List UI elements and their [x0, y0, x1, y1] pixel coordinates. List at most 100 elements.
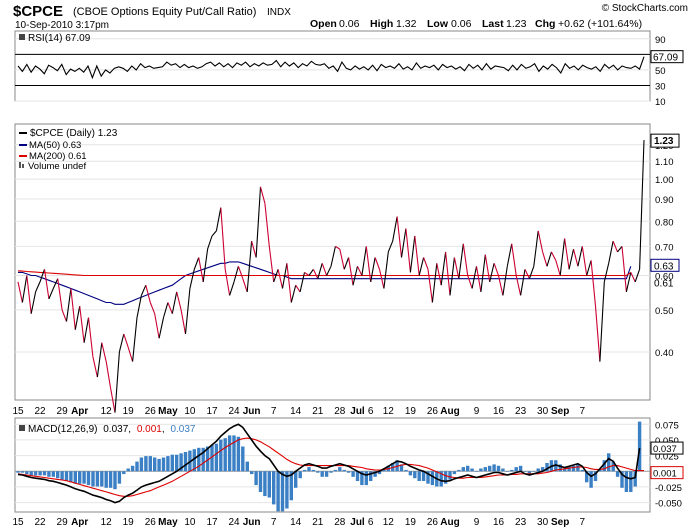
macd-hist-bar [430, 471, 435, 486]
x-tick-label: 26 [145, 517, 157, 528]
macd-legend-signal: 0.001 [137, 424, 162, 435]
x-tick-label: Apr [71, 406, 88, 417]
macd-hist-bar [153, 457, 157, 472]
price-segment [17, 281, 23, 303]
x-tick-label: 19 [405, 406, 417, 417]
macd-hist-bar [73, 471, 77, 484]
price-segment [515, 275, 522, 296]
x-tick-label: 7 [580, 517, 586, 528]
macd-hist-bar [60, 471, 64, 480]
price-segment [74, 305, 81, 330]
macd-hist-bar [130, 465, 135, 472]
macd-hist-bar [540, 467, 545, 472]
price-segment [21, 275, 28, 303]
price-segment [546, 251, 552, 267]
macd-hist-bar [25, 471, 29, 475]
macd-hist-bar [488, 465, 492, 472]
macd-hist-bar [179, 453, 183, 472]
price-segment [154, 313, 160, 339]
price-segment [568, 248, 575, 270]
price-segment [590, 260, 597, 307]
macd-hist-bar [329, 471, 333, 473]
price-segment [524, 269, 530, 279]
macd-hist-bar [232, 435, 236, 472]
price-segment [489, 263, 495, 283]
price-segment [251, 240, 257, 258]
price-segment [140, 284, 147, 296]
price-segment [603, 263, 610, 283]
x-tick-label: Jun [243, 517, 261, 528]
macd-line [17, 423, 641, 504]
chg-value: +0.62 (+101.64%) [558, 18, 642, 30]
price-segment [193, 257, 200, 270]
price-segment [586, 260, 592, 276]
price-tick-label: 0.50 [655, 306, 674, 317]
price-segment [361, 246, 367, 276]
price-segment [304, 271, 310, 276]
macd-hist-bar [404, 469, 408, 472]
price-segment [453, 257, 460, 279]
x-tick-label: 12 [383, 517, 395, 528]
macd-hist-bar [254, 471, 258, 486]
macd-hist-bar [593, 471, 598, 481]
macd-hist-bar [355, 471, 360, 481]
price-segment [184, 288, 191, 335]
x-tick-label: 23 [515, 517, 527, 528]
macd-hist-bar [439, 471, 443, 487]
macd-hist-bar [576, 464, 580, 472]
macd-hist-bar [466, 465, 470, 472]
x-tick-label: 7 [580, 406, 586, 417]
price-segment [493, 263, 500, 276]
macd-hist-bar [637, 421, 642, 472]
price-segment [608, 240, 614, 264]
price-segment [634, 269, 641, 283]
price-segment [101, 342, 107, 362]
x-tick-label: 14 [290, 406, 302, 417]
price-segment [308, 268, 314, 276]
high-value: 1.32 [396, 18, 417, 30]
x-tick-label: Aug [440, 406, 459, 417]
price-segment [105, 361, 112, 389]
macd-hist-bar [496, 465, 501, 472]
macd-hist-bar [170, 454, 174, 472]
macd-hist-bar [33, 471, 38, 476]
x-tick-label: 29 [57, 517, 69, 528]
watermark: © StockCharts.com [602, 3, 688, 14]
macd-hist-bar [104, 471, 108, 488]
macd-hist-bar [135, 461, 139, 472]
macd-hist-bar [417, 471, 421, 481]
price-segment [312, 269, 319, 279]
price-segment [26, 275, 32, 314]
macd-hist-bar [563, 468, 567, 472]
macd-hist-bar [258, 471, 263, 492]
macd-hist-bar [602, 460, 606, 472]
macd-hist-bar [56, 471, 60, 479]
price-segment [35, 281, 41, 293]
chart-date: 10-Sep-2010 3:17pm [15, 20, 109, 31]
price-segment [352, 266, 359, 286]
macd-hist-bar [205, 446, 210, 472]
macd-hist-bar [214, 443, 219, 472]
macd-hist-bar [611, 461, 615, 472]
price-segment [392, 216, 398, 242]
ticker-name: (CBOE Options Equity Put/Call Ratio) [73, 6, 256, 18]
x-tick-label: 26 [145, 406, 157, 417]
price-segment [572, 248, 579, 267]
macd-hist-bar [483, 467, 487, 472]
macd-hist-bar [197, 447, 201, 472]
price-tick-label: 0.70 [655, 242, 674, 253]
x-tick-label: 6 [368, 406, 374, 417]
macd-hist-bar [219, 439, 223, 472]
x-tick-label: 28 [334, 406, 346, 417]
price-segment [630, 272, 636, 283]
price-segment [555, 260, 561, 276]
open-value: 0.06 [339, 18, 360, 30]
macd-hist-bar [227, 435, 232, 472]
price-segment [43, 269, 50, 299]
macd-hist-bar [241, 446, 245, 472]
price-segment [65, 288, 72, 322]
price-segment [440, 251, 447, 286]
price-segment [180, 309, 187, 335]
ticker-symbol: $CPCE [13, 3, 63, 20]
price-segment [533, 230, 539, 267]
